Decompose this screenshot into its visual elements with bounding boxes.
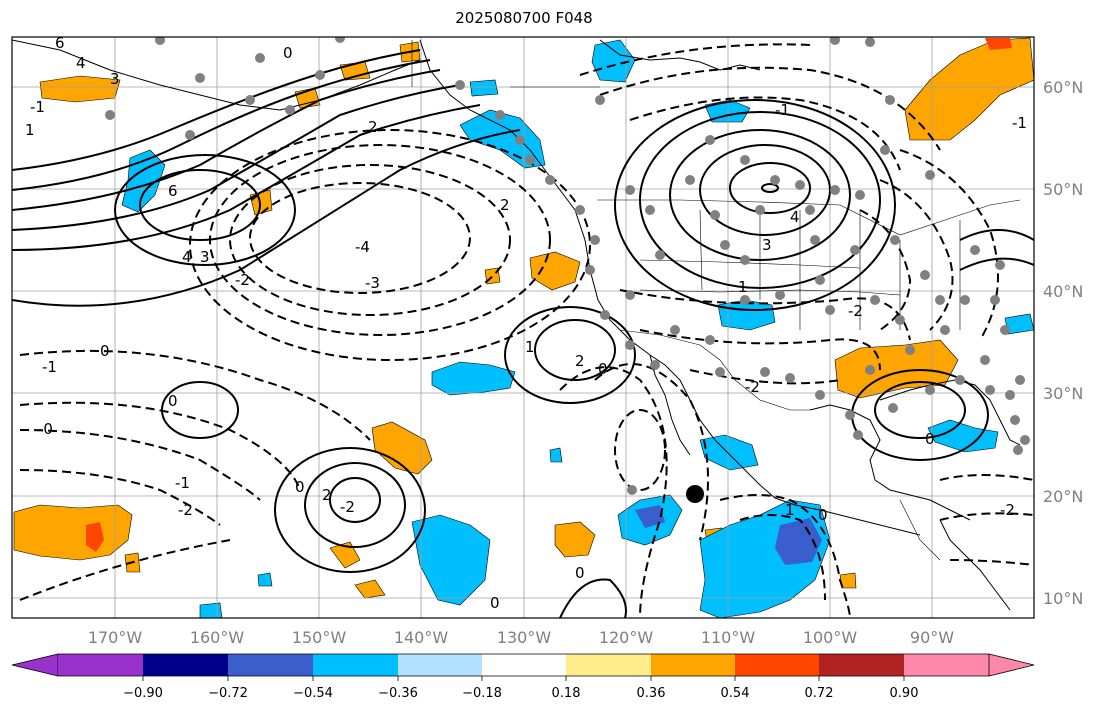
lon-label: 130°W	[497, 628, 552, 647]
contour-label: -1	[175, 474, 190, 492]
lon-label: 90°W	[910, 628, 954, 647]
colorbar-segment	[819, 654, 904, 676]
lat-label: 50°N	[1043, 180, 1083, 199]
contour-label: 2	[500, 196, 510, 214]
lat-label: 10°N	[1043, 589, 1083, 608]
contour-label: 0	[100, 342, 110, 360]
contour-label: -2	[848, 302, 863, 320]
contour-label: 0	[490, 594, 500, 612]
colorbar-segment	[58, 654, 143, 676]
contour-label: 0	[598, 360, 608, 378]
contour-label: -2	[178, 501, 193, 519]
colorbar-segment	[566, 654, 651, 676]
colorbar-segment	[904, 654, 989, 676]
contour-label: -2	[745, 378, 760, 396]
contour-labels: 4 3 6 0 2 1 -1 6 4 3 -2 -4 -3 2 -1 0 -1 …	[25, 34, 1027, 612]
lat-label: 20°N	[1043, 487, 1083, 506]
colorbar-tick-label: 0.90	[890, 686, 919, 701]
contour-label: 0	[575, 564, 585, 582]
shaded-regions	[13, 37, 1034, 618]
colorbar-tick-label: 0.72	[805, 686, 834, 701]
map-frame	[11, 36, 1035, 619]
station-dots	[105, 37, 1030, 495]
lon-label: 170°W	[88, 628, 143, 647]
contour-label: -4	[355, 238, 370, 256]
contour-label: 3	[762, 236, 772, 254]
colorbar-segment	[228, 654, 313, 676]
gridlines	[12, 37, 1034, 618]
colorbar-tick-label: −0.18	[462, 686, 502, 701]
colorbar-segment	[11, 653, 59, 677]
contour-label: -1	[42, 358, 57, 376]
colorbar-segment	[143, 654, 228, 676]
black-dot-marker	[686, 485, 704, 503]
contour-label: -3	[365, 274, 380, 292]
colorbar-segment	[651, 654, 735, 676]
colorbar-tick-label: 0.54	[721, 686, 750, 701]
contour-label: 1	[785, 501, 795, 519]
contour-label: 0	[925, 430, 935, 448]
longitude-labels: 170°W 160°W 150°W 140°W 130°W 120°W 110°…	[88, 628, 954, 647]
lat-label: 60°N	[1043, 78, 1083, 97]
coastlines	[12, 39, 1021, 611]
lon-label: 160°W	[190, 628, 245, 647]
lon-label: 120°W	[599, 628, 654, 647]
contour-label: 6	[55, 34, 65, 52]
contour-label: 2	[575, 352, 585, 370]
contour-label: 4	[790, 208, 800, 226]
colorbar-tick-label: 0.36	[637, 686, 666, 701]
contour-label: 4	[182, 248, 192, 266]
solid-contours	[12, 49, 1034, 618]
contour-label: -1	[30, 98, 45, 116]
latitude-labels: 60°N 50°N 40°N 30°N 20°N 10°N	[1043, 78, 1083, 608]
contour-label: 0	[295, 478, 305, 496]
contour-label: -2	[1000, 501, 1015, 519]
lon-label: 110°W	[701, 628, 756, 647]
contour-label: -0	[38, 420, 53, 438]
colorbar-tick-label: 0.18	[552, 686, 581, 701]
colorbar-segment	[313, 654, 398, 676]
contour-label: 4	[76, 54, 86, 72]
contour-label: 2	[322, 486, 332, 504]
contour-label: 6	[168, 182, 178, 200]
map-title: 2025080700 F048	[455, 9, 593, 27]
contour-label: 0	[168, 392, 178, 410]
lat-label: 40°N	[1043, 282, 1083, 301]
colorbar-segment	[988, 653, 1035, 677]
colorbar-tick-label: −0.36	[378, 686, 418, 701]
lon-label: 140°W	[394, 628, 449, 647]
contour-label: 3	[200, 248, 210, 266]
contour-label: 0	[283, 44, 293, 62]
contour-label: -1	[1012, 114, 1027, 132]
colorbar-segment	[398, 654, 482, 676]
contour-label: 1	[738, 278, 748, 296]
contour-label: -2	[235, 271, 250, 289]
contour-label: 0	[818, 506, 828, 524]
colorbar-segment	[735, 654, 819, 676]
contour-label: 1	[25, 121, 35, 139]
colorbar-tick-label: −0.54	[293, 686, 333, 701]
lon-label: 100°W	[803, 628, 858, 647]
colorbar-tick-label: −0.72	[208, 686, 248, 701]
colorbar-segment	[482, 654, 566, 676]
contour-label: 2	[368, 118, 378, 136]
lat-label: 30°N	[1043, 384, 1083, 403]
lon-label: 150°W	[292, 628, 347, 647]
contour-label: -2	[340, 498, 355, 516]
contour-label: -1	[775, 101, 790, 119]
contour-label: 1	[525, 338, 535, 356]
colorbar-tick-label: −0.90	[123, 686, 163, 701]
colorbar: −0.90 −0.72 −0.54 −0.36 −0.18 0.18 0.36 …	[11, 653, 1035, 701]
contour-label: 3	[110, 70, 120, 88]
